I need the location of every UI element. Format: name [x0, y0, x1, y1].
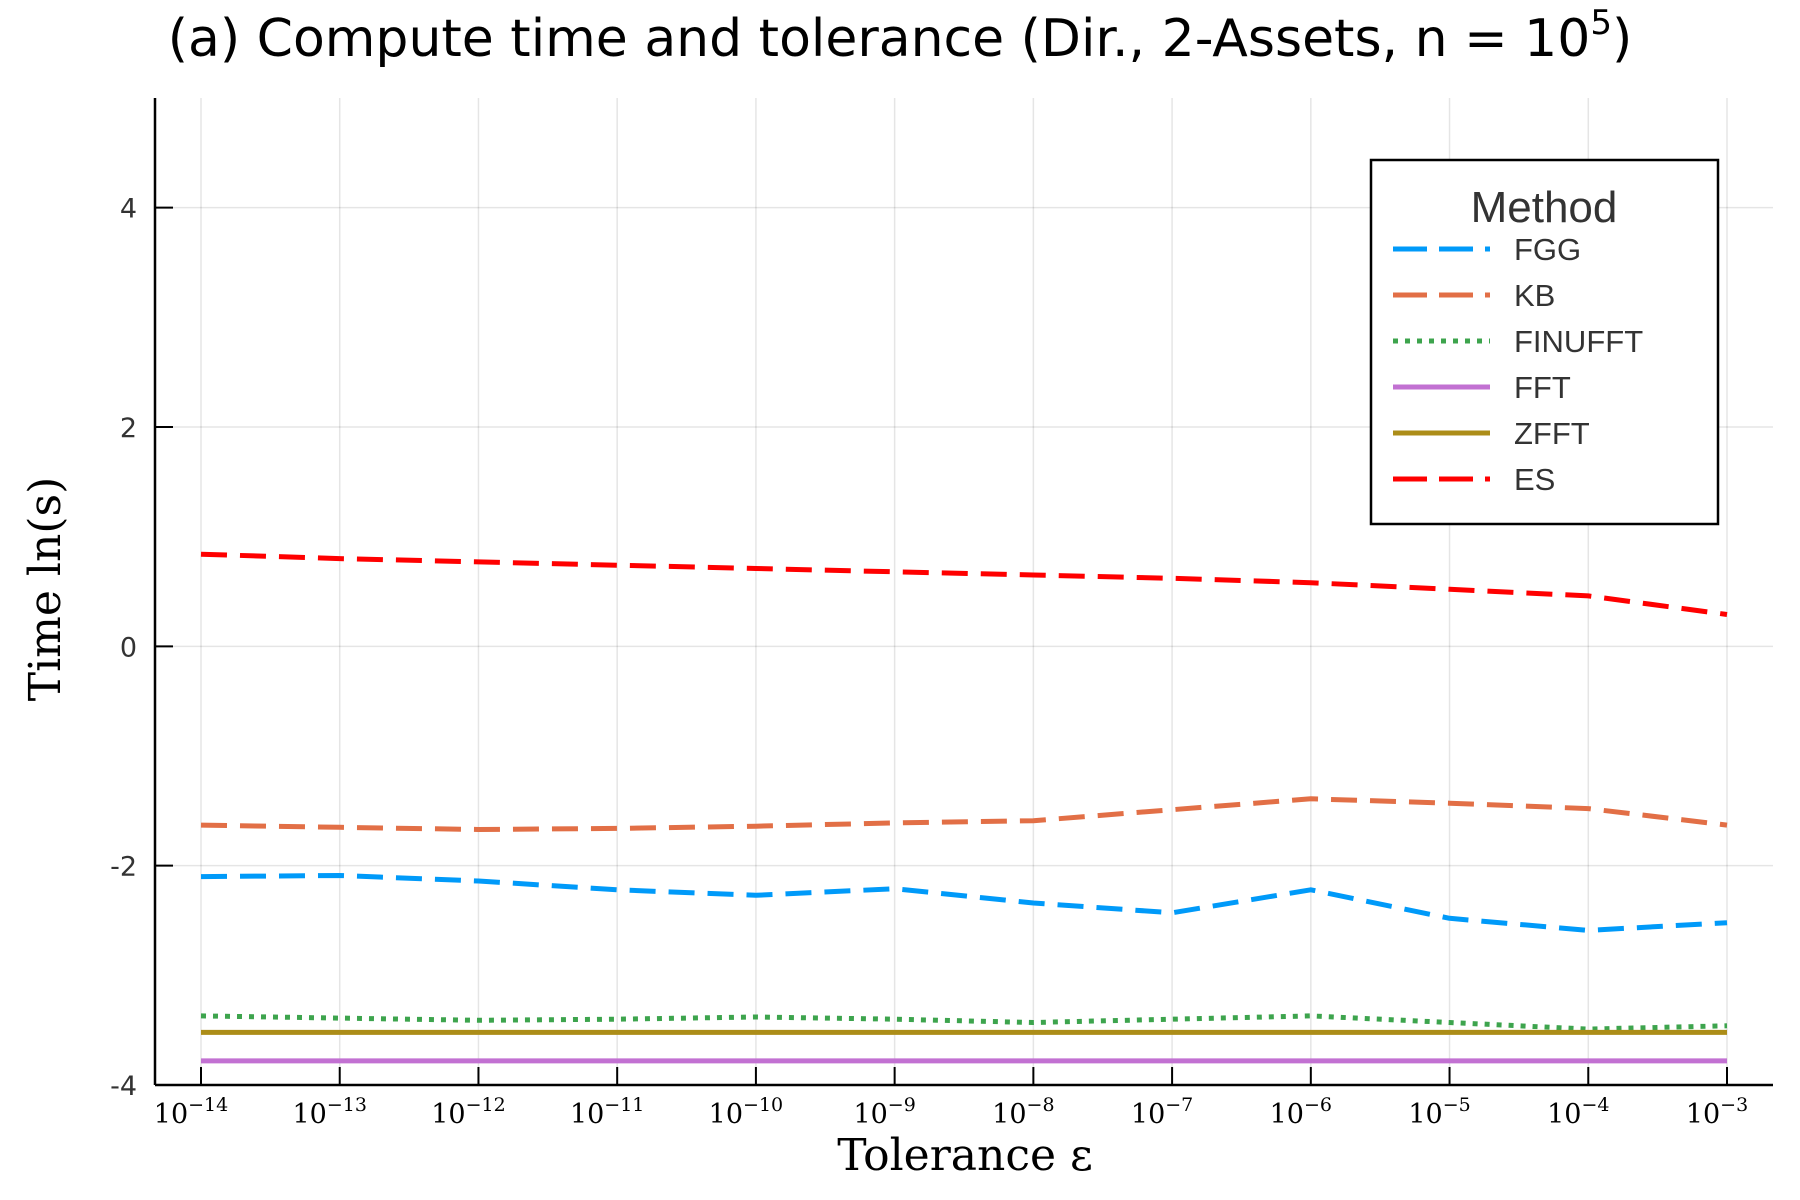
legend-title: Method	[1471, 183, 1618, 232]
x-tick-label: 10−14	[154, 1094, 228, 1130]
series-line-fgg	[200, 873, 1728, 933]
chart-title-text: (a) Compute time and tolerance (Dir., 2-…	[168, 9, 1591, 69]
legend-label-zfft: ZFFT	[1514, 416, 1590, 451]
legend-label-fft: FFT	[1514, 370, 1571, 405]
series-layer	[200, 551, 1728, 1064]
ticks: -4 -2 0 2 4 10−14 10−13 10−12 10−11 10−10 10−9 10−8…	[110, 194, 1748, 1130]
x-tick-label: 10−8	[992, 1094, 1054, 1130]
x-tick-label: 10−13	[292, 1094, 366, 1130]
x-axis-label: Tolerance ε	[837, 1130, 1093, 1181]
x-tick-label: 10−10	[709, 1094, 783, 1130]
axes	[153, 98, 1773, 1087]
y-tick-label: 0	[120, 632, 137, 663]
legend-label-kb: KB	[1514, 278, 1555, 313]
series-line-finufft	[200, 1013, 1728, 1032]
y-tick-label: 2	[120, 413, 137, 444]
x-tick-label: 10−7	[1131, 1094, 1193, 1130]
legend-box	[1369, 158, 1720, 526]
x-tick-label: 10−3	[1686, 1094, 1748, 1130]
legend-items: FGG KB FINUFFT FFT ZFFT ES	[1393, 232, 1643, 497]
chart-title-superscript: 5	[1590, 3, 1612, 43]
series-line-kb	[200, 796, 1728, 832]
legend-label-fgg: FGG	[1514, 232, 1581, 267]
y-axis-label: Time ln(s)	[20, 477, 71, 702]
y-tick-label: -2	[110, 852, 137, 883]
legend-label-es: ES	[1514, 462, 1555, 497]
x-tick-label: 10−11	[570, 1094, 644, 1130]
x-tick-label: 10−4	[1547, 1094, 1609, 1130]
x-tick-label: 10−9	[853, 1094, 915, 1130]
y-tick-label: 4	[120, 194, 137, 225]
y-tick-label: -4	[110, 1071, 137, 1102]
x-tick-label: 10−6	[1270, 1094, 1332, 1130]
legend: Method FGG KB FINUFFT FFT ZFFT ES	[1369, 158, 1720, 526]
legend-label-finufft: FINUFFT	[1514, 324, 1643, 359]
chart-title-close: )	[1612, 9, 1632, 69]
chart-title: (a) Compute time and tolerance (Dir., 2-…	[168, 3, 1633, 69]
x-tick-label: 10−12	[431, 1094, 505, 1130]
series-line-es	[200, 551, 1728, 617]
x-tick-label: 10−5	[1408, 1094, 1470, 1130]
